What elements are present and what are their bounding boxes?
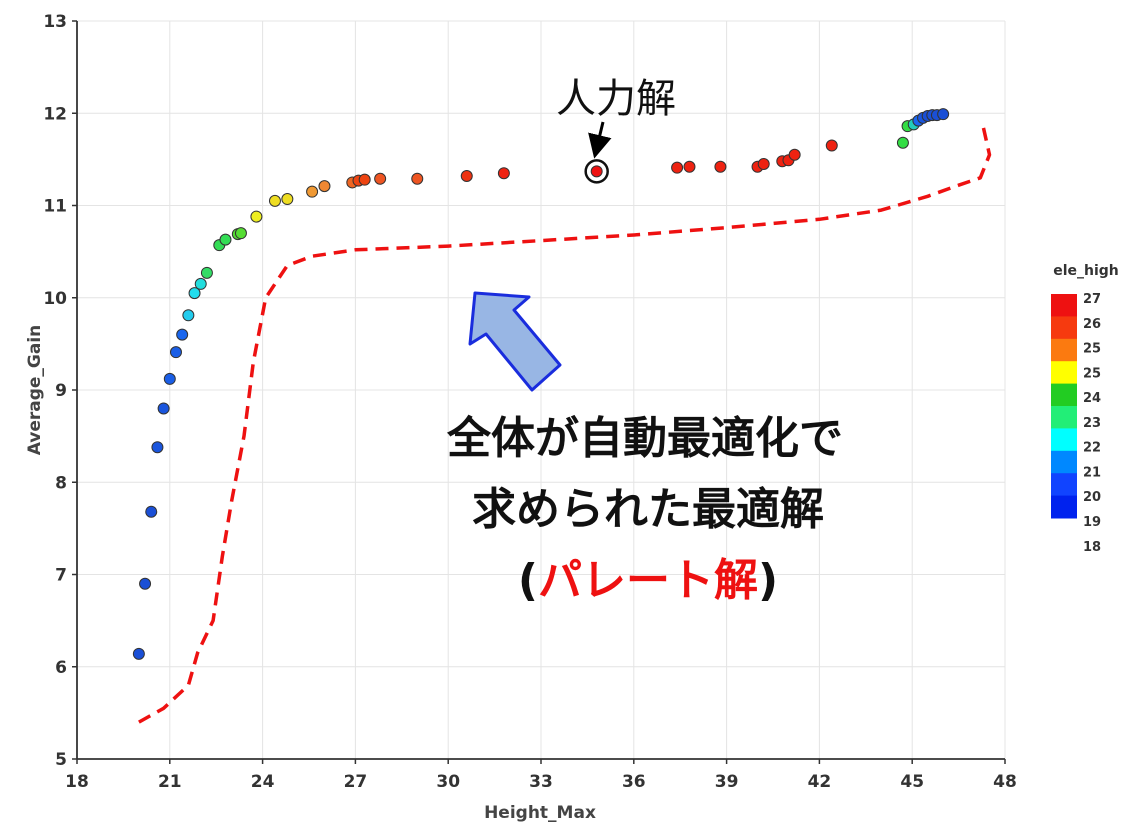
data-points [132,108,950,660]
x-tick-label: 33 [529,772,553,792]
colorbar-swatch [1051,450,1077,474]
x-tick-label: 18 [65,772,89,792]
data-point [219,233,232,246]
manual-solution-point [590,165,603,178]
y-tick-label: 6 [55,658,67,678]
colorbar-swatch [1051,361,1077,385]
data-point [411,172,424,185]
data-point [757,157,770,170]
y-tick-label: 13 [43,12,67,32]
annotation-open-paren: ( [518,555,538,606]
annotation-line-1: 全体が自動最適化で [446,413,843,464]
colorbar-swatch [1051,428,1077,452]
annotation-highlight: パレート解 [538,555,758,606]
data-point [234,227,247,240]
x-tick-label: 21 [158,772,182,792]
data-point [671,161,684,174]
colorbar-label: 22 [1083,441,1101,456]
colorbar-swatch [1051,473,1077,497]
manual-solution-group: 人力解 [556,76,676,184]
x-tick-label: 42 [808,772,832,792]
y-tick-label: 8 [55,473,67,493]
data-point [268,194,281,207]
data-point [306,185,319,198]
data-point [157,402,170,415]
data-point [163,372,176,385]
manual-solution-arrow [588,121,612,159]
data-point [281,193,294,206]
annotation-line-3: (パレート解) [518,555,778,606]
data-point [176,328,189,341]
colorbar-label: 21 [1083,465,1101,480]
colorbar-swatch [1051,495,1077,519]
data-point [139,577,152,590]
colorbar-title: ele_high [1053,263,1119,279]
y-tick-label: 10 [43,289,67,309]
gridlines [77,20,1006,759]
colorbar-label: 25 [1083,342,1101,357]
data-point [182,309,195,322]
colorbar-label: 25 [1083,366,1101,381]
y-tick-label: 11 [43,197,67,217]
colorbar-label: 27 [1083,292,1101,307]
data-point [683,160,696,173]
colorbar: ele_high 27 26 25 25 24 23 22 21 20 19 18 [1051,263,1119,555]
data-point [497,167,510,180]
x-tick-label: 30 [436,772,460,792]
data-point [318,180,331,193]
y-tick-label: 7 [55,566,67,586]
x-tick-label: 48 [993,772,1017,792]
data-point [188,287,201,300]
y-tick-label: 9 [55,381,67,401]
data-point [200,266,213,279]
colorbar-label: 23 [1083,416,1101,431]
colorbar-swatch [1051,338,1077,362]
data-point [374,172,387,185]
data-point [788,148,801,161]
data-point [132,647,145,660]
axes: 18 21 24 27 30 33 36 39 42 45 48 5 6 7 8 9 10 11 12 13 [43,12,1017,792]
colorbar-label: 26 [1083,317,1101,332]
manual-solution-label: 人力解 [556,76,676,122]
colorbar-swatch [1051,383,1077,407]
y-tick-label: 12 [43,104,67,124]
data-point [460,169,473,182]
data-point [145,505,158,518]
colorbar-label: 24 [1083,391,1101,406]
colorbar-swatch [1051,316,1077,340]
x-tick-label: 39 [715,772,739,792]
annotation-close-paren: ) [758,555,778,606]
colorbar-label: 20 [1083,490,1101,505]
y-tick-label: 5 [55,750,67,770]
y-axis-title: Average_Gain [25,325,45,456]
data-point [825,139,838,152]
x-tick-label: 36 [622,772,646,792]
colorbar-label: 19 [1083,515,1101,530]
x-tick-label: 24 [251,772,275,792]
data-point [896,136,909,149]
colorbar-swatch [1051,406,1077,429]
colorbar-swatch [1051,294,1077,317]
annotation-group: 全体が自動最適化で 求められた最適解 (パレート解) [446,291,843,606]
data-point [169,346,182,359]
colorbar-label: 18 [1083,540,1101,555]
annotation-arrow [468,291,562,392]
x-tick-label: 45 [900,772,924,792]
x-axis-title: Height_Max [484,803,596,823]
data-point [937,108,950,121]
data-point [250,210,263,223]
data-point [714,160,727,173]
annotation-line-2: 求められた最適解 [472,484,824,535]
data-point [151,441,164,454]
data-point [358,173,371,186]
data-point [194,277,207,290]
x-tick-label: 27 [344,772,368,792]
